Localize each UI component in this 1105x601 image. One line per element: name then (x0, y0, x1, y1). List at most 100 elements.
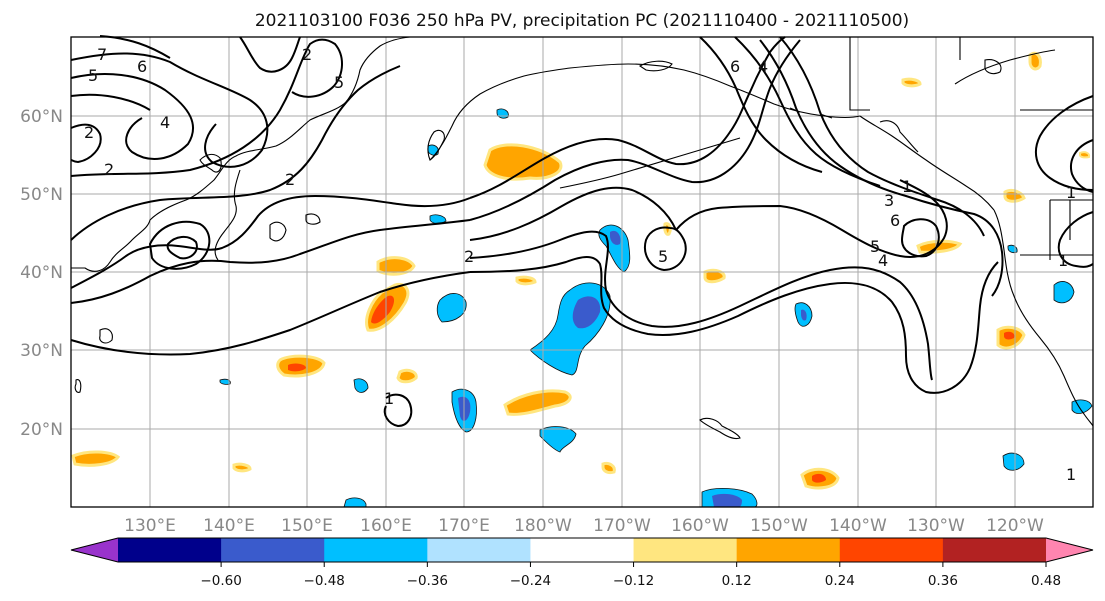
map-frame (70, 36, 1094, 508)
contour-label: 6 (137, 57, 147, 76)
contour-label: 1 (1058, 251, 1068, 270)
colorbar-outline (70, 537, 1094, 563)
colorbar-cell (633, 538, 738, 562)
colorbar-labels: −0.60 −0.48 −0.36 −0.24 −0.12 0.12 0.24 0.36 0.4… (200, 573, 1061, 589)
colorbar-cell (221, 538, 325, 562)
lon-label: 130°E (124, 516, 176, 536)
lon-label: 170°E (438, 516, 490, 536)
contour-label: 1 (1066, 183, 1076, 202)
latitude-labels: 60°N 50°N 40°N 30°N 20°N (20, 107, 63, 440)
colorbar-cell (324, 538, 428, 562)
longitude-labels: 130°E 140°E 150°E 160°E 170°E 180°W 170°… (124, 516, 1044, 536)
lat-label: 50°N (20, 185, 63, 205)
colorbar-cell (736, 538, 841, 562)
lat-label: 40°N (20, 263, 63, 283)
precip-positive-area (901, 77, 922, 88)
lat-label: 20°N (20, 420, 63, 440)
precip-positive-area (71, 450, 121, 467)
precip-positive-area (503, 389, 572, 416)
colorbar: −0.60 −0.48 −0.36 −0.24 −0.12 0.12 0.24 0.36 0.4… (70, 537, 1094, 589)
contour-label: 4 (878, 251, 888, 270)
contour-label: 6 (730, 57, 740, 76)
contour-label: 7 (97, 45, 107, 64)
colorbar-tick-label: 0.36 (928, 573, 958, 589)
precip-positive-area (396, 368, 418, 384)
colorbar-tick-label: 0.48 (1031, 573, 1061, 589)
precip-positive-area (1028, 51, 1042, 71)
lat-label: 60°N (20, 107, 63, 127)
contour-label: 2 (464, 247, 474, 266)
colorbar-tick-label: −0.12 (613, 573, 654, 589)
precip-positive-area (812, 473, 826, 483)
lon-label: 160°E (360, 516, 412, 536)
precip-negative-area (429, 214, 447, 224)
pv-contours (70, 35, 1094, 428)
precip-positive-area (371, 295, 395, 324)
precip-positive-area (1004, 331, 1015, 340)
colorbar-cell (427, 538, 531, 562)
contour-label: 5 (658, 247, 668, 266)
colorbar-tick-label: −0.24 (510, 573, 551, 589)
figure-title: 2021103100 F036 250 hPa PV, precipitatio… (255, 11, 909, 31)
lon-label: 130°W (907, 516, 965, 536)
colorbar-tick-label: 0.24 (825, 573, 855, 589)
contour-label: 2 (104, 160, 114, 179)
contour-label: 4 (758, 57, 768, 76)
precip-negative-area (610, 230, 621, 245)
contour-label: 2 (285, 170, 295, 189)
precip-negative-area (712, 493, 742, 507)
precip-positive-area (703, 268, 726, 284)
coastlines (71, 36, 1094, 440)
pv-contour-labels: 7 6 5 4 2 2 2 5 2 2 5 1 6 4 3 1 6 5 4 1 … (84, 45, 1076, 484)
contour-label: 2 (302, 45, 312, 64)
lon-label: 140°E (203, 516, 255, 536)
lon-label: 140°W (829, 516, 887, 536)
colorbar-tick-label: −0.60 (200, 573, 241, 589)
colorbar-ticks (220, 562, 1047, 567)
colorbar-tick-label: 0.12 (722, 573, 752, 589)
precip-negative-area (436, 293, 467, 323)
colorbar-tick-label: −0.36 (407, 573, 448, 589)
contour-label: 6 (890, 211, 900, 230)
colorbar-extend-low (71, 538, 118, 562)
contour-label: 5 (334, 73, 344, 92)
colorbar-cell (118, 538, 222, 562)
precip-negative-area (539, 426, 577, 453)
precip-negative-area (1053, 281, 1075, 304)
precip-positive-area (515, 275, 537, 286)
lon-label: 120°W (986, 516, 1044, 536)
colorbar-cell (839, 538, 944, 562)
precip-positive-area (232, 462, 252, 473)
precipitation-shading (71, 51, 1093, 508)
lat-label: 30°N (20, 341, 63, 361)
contour-label: 1 (902, 177, 912, 196)
precip-positive-area (601, 462, 616, 475)
colorbar-tick-label: −0.48 (304, 573, 345, 589)
colorbar-cell (530, 538, 635, 562)
contour-label: 1 (1066, 465, 1076, 484)
precip-negative-area (219, 378, 231, 385)
precip-negative-area (1002, 452, 1025, 471)
lon-label: 170°W (593, 516, 651, 536)
precip-negative-area (801, 309, 807, 321)
colorbar-cell (942, 538, 1047, 562)
colorbar-cells (71, 538, 1093, 562)
contour-label: 2 (84, 123, 94, 142)
precip-positive-area (483, 143, 563, 181)
contour-label: 5 (870, 237, 880, 256)
lon-label: 160°W (671, 516, 729, 536)
precip-negative-area (572, 296, 601, 329)
lon-label: 150°W (750, 516, 808, 536)
precip-negative-area (427, 144, 439, 156)
contour-label: 3 (884, 191, 894, 210)
contour-label: 4 (160, 113, 170, 132)
precip-positive-area (288, 363, 306, 372)
lon-label: 150°E (281, 516, 333, 536)
contour-label: 5 (88, 66, 98, 85)
lon-label: 180°W (514, 516, 572, 536)
precip-positive-area (663, 222, 672, 236)
precip-positive-area (1079, 151, 1091, 159)
colorbar-extend-high (1046, 538, 1093, 562)
map-panel: 7 6 5 4 2 2 2 5 2 2 5 1 6 4 3 1 6 5 4 1 … (70, 35, 1094, 508)
